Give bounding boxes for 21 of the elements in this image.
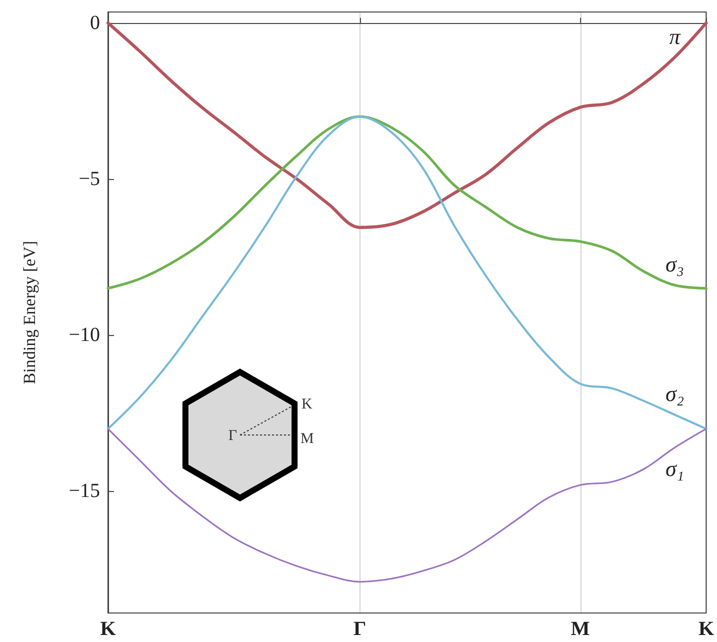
hexagon-diagram: Γ K M <box>182 368 314 502</box>
y-tick-label: −10 <box>68 324 100 346</box>
series-label: σ₁ <box>665 456 684 482</box>
annotation: Γ <box>228 428 238 444</box>
x-tick-label: K <box>698 618 714 640</box>
series-label: π <box>669 24 682 49</box>
annotation: K <box>302 396 313 412</box>
x-tick-label: K <box>100 618 116 640</box>
line-series <box>106 116 708 430</box>
y-tick-label: −5 <box>78 168 100 190</box>
line-series <box>107 428 708 583</box>
x-tick-label: Γ <box>354 618 366 640</box>
series-label: σ₂ <box>665 381 684 406</box>
y-axis-title: Binding Energy [eV] <box>20 240 39 384</box>
annotation: M <box>300 431 314 447</box>
x-tick-label: M <box>570 618 590 640</box>
y-tick-label: −15 <box>68 480 100 502</box>
y-tick-label: 0 <box>90 12 100 34</box>
line-series <box>106 21 708 229</box>
series-label: σ₃ <box>665 252 684 277</box>
line-series <box>106 115 708 290</box>
